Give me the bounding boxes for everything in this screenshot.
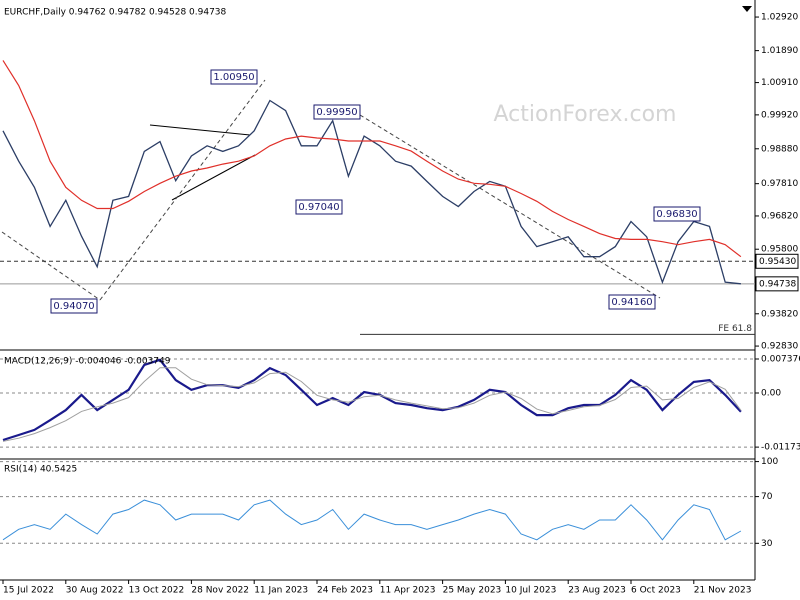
x-tick-label: 13 Oct 2022 (129, 586, 185, 596)
x-tick-label: 24 Feb 2023 (317, 586, 373, 596)
annotation-box (50, 298, 98, 314)
trend-line (1, 231, 101, 301)
trend-line (171, 154, 256, 201)
x-tick-label: 11 Jan 2023 (254, 586, 308, 596)
annotation: 0.96830 (656, 209, 697, 220)
y-tick-label: 30 (761, 539, 773, 549)
x-tick-label: 15 Jul 2022 (3, 586, 54, 596)
trend-line (149, 124, 251, 136)
watermark: ActionForex.com (494, 102, 677, 127)
y-tick-label: 0.92830 (761, 342, 798, 352)
panel-title: RSI(14) 40.5425 (4, 465, 77, 475)
annotation: 1.00950 (213, 72, 254, 83)
trend-line (99, 79, 266, 301)
x-tick-label: 21 Nov 2023 (694, 586, 752, 596)
y-tick-label: 0.97810 (761, 179, 798, 189)
annotation-box (313, 104, 361, 120)
y-tick-label: 1.01890 (761, 46, 798, 56)
y-tick-label: 0.93820 (761, 309, 798, 319)
level-label: 0.95430 (759, 257, 796, 267)
x-tick-label: 6 Oct 2023 (631, 586, 681, 596)
x-tick-label: 30 Aug 2022 (66, 586, 124, 596)
y-tick-label: 1.00910 (761, 78, 798, 88)
y-tick-label: 70 (761, 492, 773, 502)
annotation-box (210, 69, 258, 85)
y-tick-label: 0.95800 (761, 245, 798, 255)
fe-label: FE 61.8 (718, 324, 752, 334)
y-tick-label: 1.02920 (761, 13, 798, 23)
annotation: 0.94070 (53, 301, 94, 312)
annotation: 0.97040 (298, 202, 339, 213)
dropdown-icon (742, 6, 752, 12)
y-tick-label: -0.011737 (761, 443, 800, 453)
level-label: 0.94738 (759, 279, 796, 289)
y-tick-label: 0.99920 (761, 110, 798, 120)
annotation: 0.94160 (611, 297, 652, 308)
x-tick-label: 23 Aug 2023 (568, 586, 626, 596)
series-line (2, 367, 742, 442)
y-tick-label: 100 (761, 457, 778, 467)
annotation-box (653, 206, 701, 222)
x-tick-label: 10 Jul 2023 (505, 586, 556, 596)
series-line (2, 358, 742, 442)
y-tick-label: 0.007376 (761, 355, 800, 365)
x-tick-label: 28 Nov 2022 (191, 586, 249, 596)
annotation: 0.99950 (316, 107, 357, 118)
y-tick-label: 0.96820 (761, 211, 798, 221)
panel-title: MACD(12,26,9) -0.004046 -0.003749 (4, 357, 171, 367)
annotation-box (295, 199, 343, 215)
y-tick-label: 0.98880 (761, 144, 798, 154)
x-tick-label: 11 Apr 2023 (380, 586, 436, 596)
annotation-box (608, 294, 656, 310)
series-line (2, 60, 742, 258)
level-label-box (755, 276, 799, 292)
trend-line (359, 114, 661, 299)
panel-title: EURCHF,Daily 0.94762 0.94782 0.94528 0.9… (4, 8, 227, 18)
series-line (2, 499, 742, 541)
x-tick-label: 25 May 2023 (443, 586, 502, 596)
level-label-box (755, 253, 799, 269)
y-tick-label: 0.00 (761, 389, 781, 399)
